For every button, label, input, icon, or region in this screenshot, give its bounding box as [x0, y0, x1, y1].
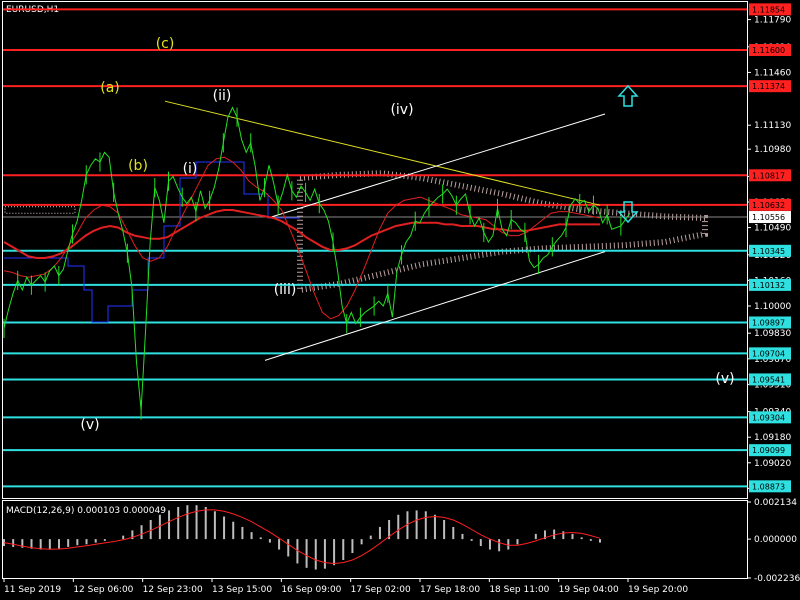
price-series	[3, 106, 631, 420]
channel-lower-line	[264, 251, 606, 361]
support-price-label: 1.09541	[752, 375, 785, 384]
fast-moving-average	[3, 156, 601, 320]
y-tick-label: 1.10980	[754, 145, 791, 155]
x-tick-label: 13 Sep 15:00	[212, 585, 272, 595]
macd-signal-line	[3, 509, 601, 565]
level-price-tags: 1.11854 1.11600 1.11374 1.10817 1.10632 1.103…	[749, 3, 791, 493]
down-arrow-icon	[617, 201, 639, 224]
wave-labels: (a) (b) (c) (i) (ii) (iii) (iv) (v) (v)	[80, 36, 734, 433]
y-tick-label: 1.09020	[754, 459, 791, 469]
support-price-tag	[749, 278, 791, 291]
x-tick-label: 17 Sep 02:00	[351, 585, 411, 595]
macd-indicator: 0.002134 0.000000 -0.002236	[3, 498, 800, 584]
support-price-tag	[749, 347, 791, 360]
horizontal-levels	[3, 8, 747, 488]
wave-label: (iii)	[274, 282, 297, 298]
support-price-tag	[749, 411, 791, 424]
wave-label: (iv)	[390, 102, 413, 118]
x-tick-label: 17 Sep 18:00	[420, 585, 480, 595]
x-tick-label: 19 Sep 04:00	[559, 585, 619, 595]
channel-upper-line	[267, 113, 606, 219]
resistance-price-label: 1.10632	[752, 201, 785, 210]
support-price-label: 1.10132	[752, 281, 785, 290]
support-price-tag	[749, 480, 791, 493]
y-tick-label: 1.10490	[754, 224, 791, 234]
support-price-label: 1.10345	[752, 247, 785, 256]
up-arrow-icon	[617, 84, 639, 107]
support-price-tag	[749, 373, 791, 386]
y-tick-label: 1.09180	[754, 433, 791, 443]
resistance-price-tag	[749, 198, 791, 211]
x-tick-label: 16 Sep 09:00	[281, 585, 341, 595]
support-price-tag	[749, 316, 791, 329]
y-tick-label: 1.10000	[754, 302, 791, 312]
macd-title: MACD(12,26,9) 0.000103 0.000049	[6, 506, 166, 516]
support-price-label: 1.09099	[752, 446, 785, 455]
wave-label: (a)	[100, 80, 120, 96]
time-axis: 11 Sep 2019 12 Sep 06:00 12 Sep 23:00 13 Se…	[3, 578, 688, 595]
support-price-label: 1.09897	[752, 318, 785, 327]
moving-averages	[3, 156, 601, 323]
y-tick-label: 1.11460	[754, 68, 791, 78]
descending-trendline	[164, 100, 601, 206]
support-price-tag	[749, 244, 791, 257]
x-tick-label: 18 Sep 11:00	[489, 585, 549, 595]
macd-y-tick-label: 0.000000	[754, 535, 797, 545]
resistance-price-tag	[749, 44, 791, 56]
slow-moving-average	[3, 209, 600, 259]
cloud-band-left	[4, 206, 76, 214]
y-tick-label: 1.11130	[754, 121, 791, 131]
ichimoku-cloud	[4, 170, 708, 294]
resistance-price-label: 1.11854	[752, 5, 785, 14]
signal-arrows	[617, 84, 639, 224]
resistance-price-tag	[749, 169, 791, 182]
resistance-price-label: 1.11600	[752, 46, 785, 55]
support-price-tag	[749, 444, 791, 457]
wave-label: (c)	[156, 36, 175, 52]
support-price-label: 1.08873	[752, 482, 785, 491]
wave-label: (i)	[183, 161, 198, 177]
wave-label: (ii)	[213, 88, 232, 104]
wave-label: (v)	[80, 417, 99, 433]
y-tick-label: 1.11790	[754, 16, 791, 26]
cloud-band	[297, 170, 708, 294]
wave-label: (v)	[715, 371, 734, 387]
x-tick-label: 11 Sep 2019	[4, 585, 61, 595]
y-tick-label: 1.09670	[754, 355, 791, 365]
main-plot-frame	[2, 1, 748, 499]
support-price-label: 1.09704	[752, 349, 785, 358]
resistance-price-label: 1.10817	[752, 171, 785, 180]
y-tick-label: 1.09830	[754, 329, 791, 339]
x-tick-label: 12 Sep 06:00	[73, 585, 133, 595]
x-tick-label: 12 Sep 23:00	[143, 585, 203, 595]
resistance-price-label: 1.11374	[752, 82, 785, 91]
current-price-tag	[749, 211, 791, 224]
wave-label: (b)	[128, 158, 148, 174]
current-price-label: 1.10556	[752, 213, 785, 222]
resistance-price-tag	[749, 3, 791, 16]
macd-y-tick-label: -0.002236	[754, 574, 800, 584]
macd-y-tick-label: 0.002134	[754, 498, 797, 508]
blue-step-line	[4, 161, 300, 323]
resistance-price-tag	[749, 80, 791, 93]
x-tick-label: 19 Sep 20:00	[628, 585, 688, 595]
price-line	[3, 106, 631, 411]
support-price-label: 1.09304	[752, 413, 785, 422]
